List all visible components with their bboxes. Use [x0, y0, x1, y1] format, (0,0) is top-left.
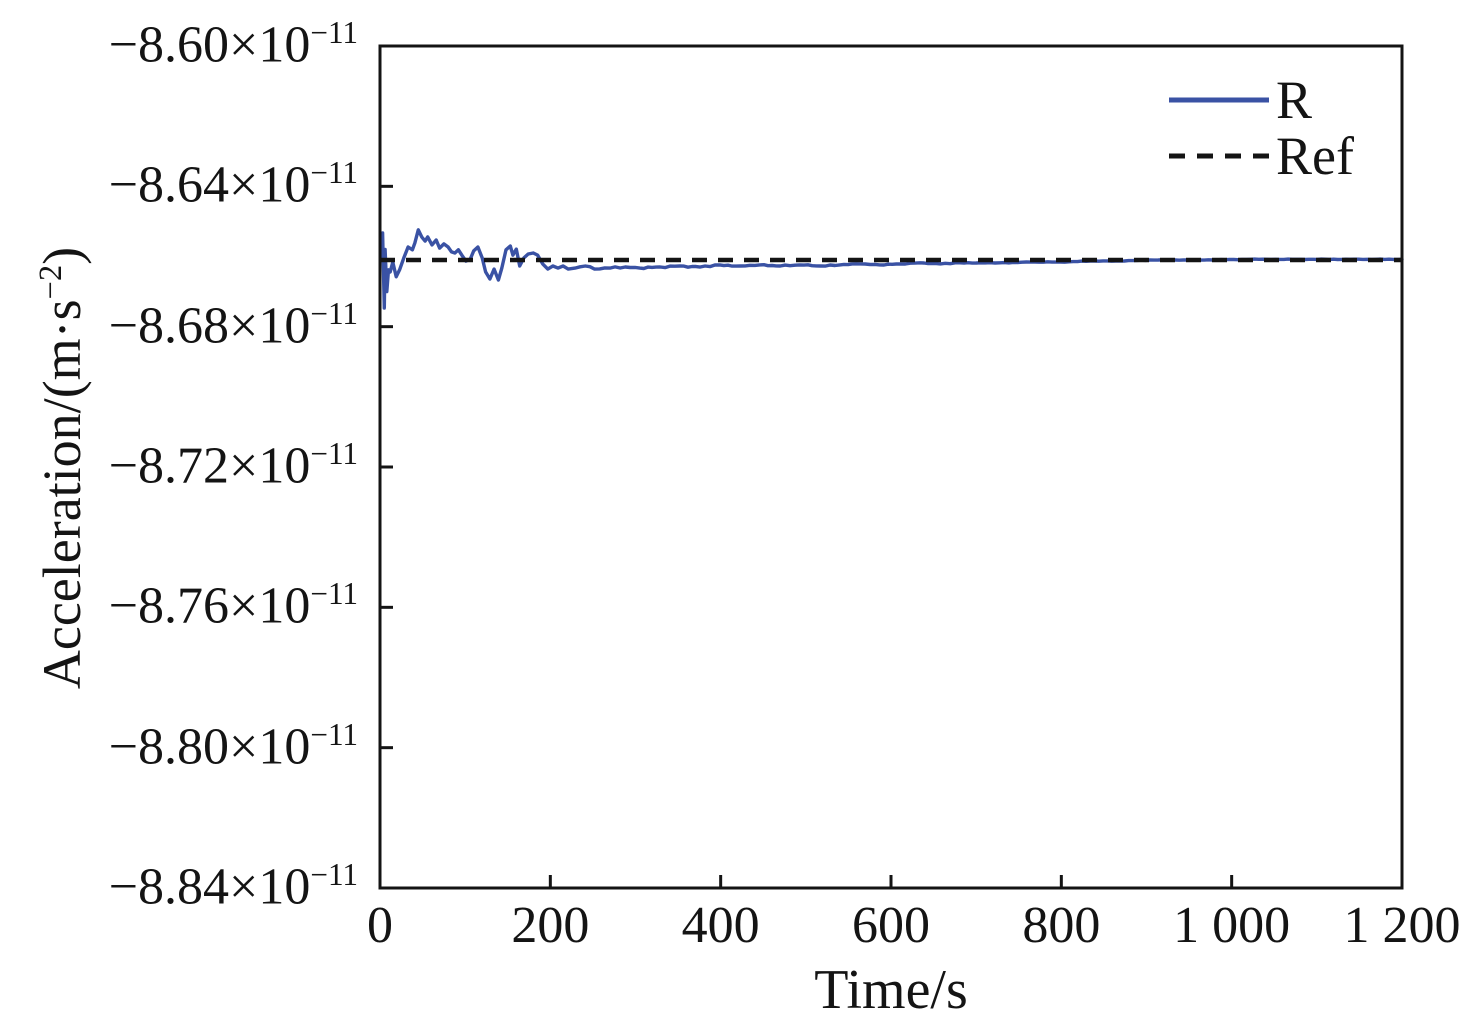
y-tick-label-exponent: −11 [310, 856, 358, 892]
y-tick-label-exponent: −11 [310, 295, 358, 331]
x-tick-label-1: 200 [511, 897, 590, 954]
y-tick-label-6: −8.84×10−11 [109, 857, 358, 916]
y-tick-label-2: −8.68×10−11 [109, 296, 358, 355]
y-tick-label-exponent: −11 [310, 14, 358, 50]
y-tick-label-exponent: −11 [310, 155, 358, 191]
y-tick-label-4: −8.76×10−11 [109, 577, 358, 636]
y-axis-title-suffix: ) [32, 246, 92, 265]
legend-item-ref: Ref [1168, 126, 1354, 186]
y-tick-label-mantissa: −8.84×10 [108, 858, 311, 916]
y-tick-label-exponent: −11 [310, 716, 358, 752]
y-tick-label-mantissa: −8.72×10 [108, 437, 311, 495]
legend-item-r: R [1168, 70, 1354, 130]
y-tick-label-mantissa: −8.60×10 [108, 16, 311, 74]
y-tick-label-mantissa: −8.76×10 [108, 577, 311, 635]
x-tick-label-5: 1 000 [1173, 897, 1291, 954]
y-tick-label-1: −8.64×10−11 [109, 156, 358, 215]
x-tick-label-0: 0 [367, 897, 393, 954]
series-line-r [380, 228, 1404, 310]
x-axis-title: Time/s [814, 959, 968, 1021]
y-tick-label-exponent: −11 [310, 435, 358, 471]
legend-solid-line-icon [1169, 97, 1269, 103]
x-tick-label-6: 1 200 [1343, 897, 1461, 954]
y-axis-title: Acceleration/(m·s−2) [31, 188, 93, 748]
legend-label-r: R [1276, 70, 1313, 130]
y-axis-title-text: Acceleration/(m·s [32, 299, 92, 690]
y-tick-label-3: −8.72×10−11 [109, 436, 358, 495]
x-tick-label-2: 400 [681, 897, 760, 954]
y-tick-label-0: −8.60×10−11 [109, 15, 358, 74]
y-tick-label-mantissa: −8.80×10 [108, 717, 311, 775]
y-tick-label-exponent: −11 [310, 576, 358, 612]
legend-label-ref: Ref [1276, 126, 1354, 186]
y-tick-label-5: −8.80×10−11 [109, 717, 358, 776]
legend: R Ref [1168, 70, 1354, 186]
y-tick-label-mantissa: −8.68×10 [108, 296, 311, 354]
x-tick-label-4: 800 [1022, 897, 1101, 954]
legend-dashed-line-icon [1169, 153, 1269, 159]
y-axis-title-exponent: −2 [33, 264, 69, 300]
y-tick-label-mantissa: −8.64×10 [108, 156, 311, 214]
x-tick-label-3: 600 [852, 897, 930, 954]
